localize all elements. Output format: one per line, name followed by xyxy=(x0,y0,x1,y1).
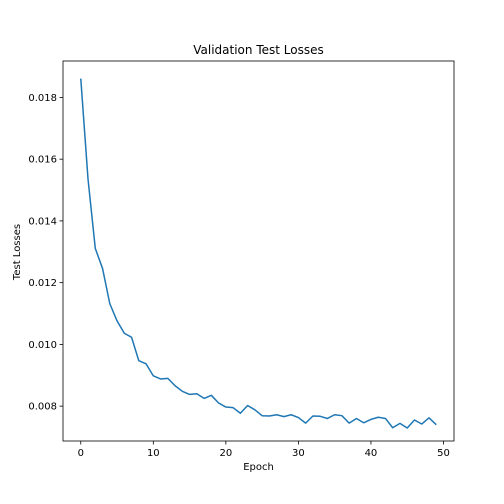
series-line-0 xyxy=(80,78,437,429)
x-tick-label-5: 50 xyxy=(437,448,450,459)
y-tick-label-1: 0.010 xyxy=(28,340,57,351)
y-tick-label-2: 0.012 xyxy=(28,278,57,289)
x-tick-label-2: 20 xyxy=(219,448,232,459)
x-tick-label-3: 30 xyxy=(292,448,305,459)
plot-frame xyxy=(62,60,455,442)
y-tick-label-5: 0.018 xyxy=(28,93,57,104)
x-tick-label-0: 0 xyxy=(78,448,84,459)
plot-area: 0 10 20 30 40 50 0.008 0.010 0.012 0.014 0.016 0.01… xyxy=(28,60,455,459)
y-tick-label-4: 0.016 xyxy=(28,155,57,166)
x-tick-label-1: 10 xyxy=(147,448,160,459)
y-tick-label-0: 0.008 xyxy=(28,402,57,413)
x-tick-label-4: 40 xyxy=(365,448,378,459)
y-axis-label: Test Losses xyxy=(12,224,23,281)
x-axis-label: Epoch xyxy=(243,462,274,473)
chart-title: Validation Test Losses xyxy=(193,43,323,57)
y-tick-label-3: 0.014 xyxy=(28,216,57,227)
